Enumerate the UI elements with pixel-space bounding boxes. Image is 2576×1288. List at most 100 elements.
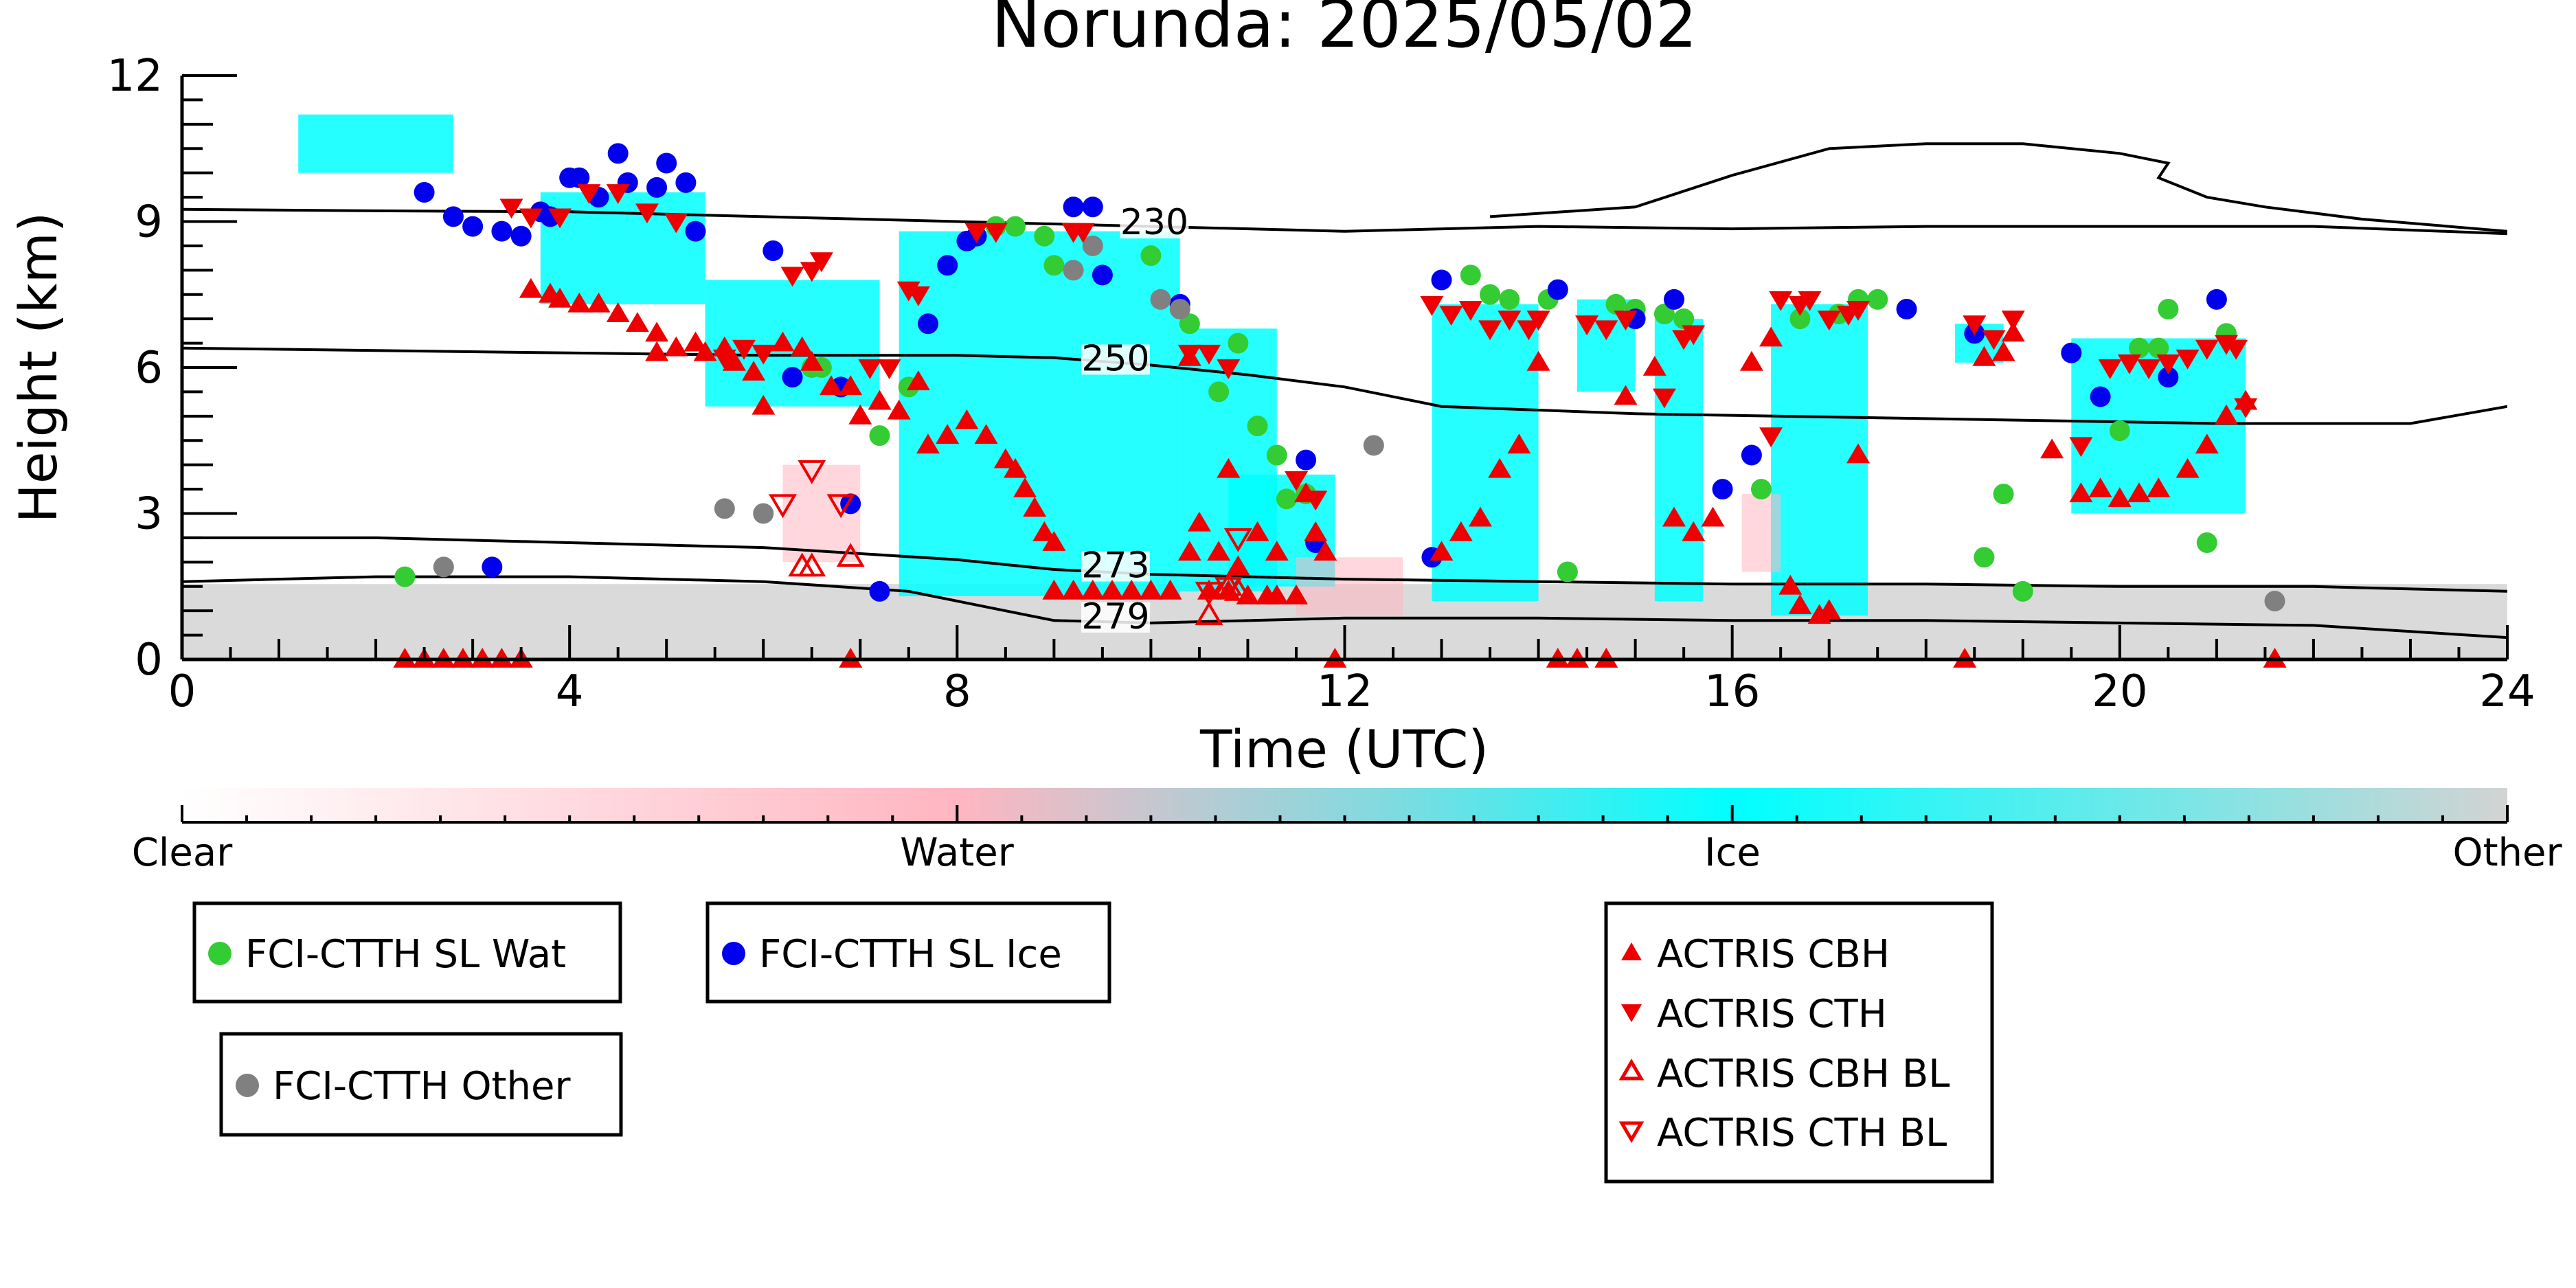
marker-actris-cbh-9	[548, 287, 572, 308]
contour-line-3	[182, 536, 2507, 593]
colorbar-ticks	[181, 805, 2509, 824]
marker-fci-ctth-other-5	[1150, 289, 1171, 310]
marker-actris-cbh-53	[1226, 555, 1250, 576]
marker-fci-ctth-sl-wat-15	[1276, 488, 1297, 510]
marker-actris-cth-48	[2001, 310, 2025, 331]
marker-fci-ctth-sl-ice-43	[2158, 367, 2179, 388]
colorbar-label-water: Water	[900, 831, 1015, 875]
marker-fci-ctth-other-1	[714, 498, 735, 519]
marker-actris-cbh-81	[1701, 506, 1725, 527]
marker-actris-cth-16	[906, 286, 930, 306]
marker-actris-cbh-17	[683, 331, 708, 352]
legend-box-water: FCI-CTTH SL Wat	[192, 901, 622, 1004]
marker-actris-cth-18	[984, 223, 1008, 243]
marker-actris-cbh-25	[800, 350, 824, 371]
colorbar-label-clear: Clear	[132, 831, 233, 875]
marker-actris-cbh-13	[625, 312, 649, 332]
marker-actris-cth-1	[519, 208, 543, 229]
contour-label-250: 250	[1081, 338, 1149, 379]
marker-actris-cth-20	[1071, 223, 1095, 243]
marker-actris-cth-8	[732, 339, 756, 360]
marker-fci-ctth-other-8	[2264, 591, 2285, 611]
cloud-mask-region-12	[298, 114, 453, 173]
contour-label-bg-3	[1081, 551, 1150, 582]
marker-actris-cbh-30	[868, 389, 892, 410]
marker-actris-cth-54	[2176, 349, 2200, 370]
marker-fci-ctth-sl-ice-22	[918, 313, 939, 335]
marker-fci-ctth-sl-wat-8	[1043, 255, 1065, 276]
marker-actris-cbh-97	[2127, 482, 2151, 503]
marker-fci-ctth-other-3	[1063, 260, 1084, 281]
colorbar-label-other: Other	[2452, 831, 2562, 875]
marker-actris-cbh-76	[1594, 648, 1618, 668]
marker-fci-ctth-sl-ice-36	[1664, 289, 1685, 310]
marker-actris-cth-bl-3	[1195, 581, 1223, 606]
marker-actris-cbh-47	[1120, 579, 1144, 600]
y-tick-label-3: 3	[135, 489, 163, 540]
marker-fci-ctth-sl-wat-32	[1993, 484, 2014, 505]
marker-fci-ctth-sl-wat-22	[1605, 293, 1627, 315]
marker-fci-ctth-other-6	[1169, 299, 1190, 319]
legend-label-ice: FCI-CTTH SL Ice	[759, 932, 1062, 977]
marker-actris-cth-bl-2	[826, 494, 855, 519]
colorbar: Clear Water Ice Other	[132, 788, 2562, 875]
marker-actris-cbh-100	[2195, 433, 2219, 454]
marker-actris-cbh-34	[936, 424, 960, 444]
contour-line-1	[1489, 142, 2507, 233]
marker-fci-ctth-sl-wat-14	[1266, 444, 1287, 466]
marker-actris-cth-12	[809, 252, 833, 273]
marker-fci-ctth-sl-wat-31	[1974, 547, 1995, 568]
marker-actris-cbh-85	[1788, 594, 1812, 614]
marker-actris-cbh-20	[722, 350, 746, 371]
y-tick-label-6: 6	[135, 343, 163, 394]
marker-fci-ctth-sl-wat-38	[2196, 532, 2217, 553]
marker-fci-ctth-sl-ice-42	[2090, 386, 2111, 407]
marker-actris-cbh-14	[645, 321, 669, 342]
marker-actris-cth-38	[1682, 325, 1706, 346]
legend-label-cbh-bl: ACTRIS CBH BL	[1657, 1052, 1950, 1096]
legend-label-wat: FCI-CTTH SL Wat	[245, 932, 566, 977]
marker-actris-cbh-48	[1139, 579, 1163, 600]
marker-fci-ctth-other-2	[753, 503, 774, 524]
marker-fci-ctth-sl-wat-34	[2109, 420, 2130, 442]
legend-marker-cbh	[1621, 942, 1642, 960]
marker-actris-cbh-96	[2108, 487, 2132, 508]
marker-fci-ctth-sl-ice-1	[442, 206, 464, 227]
marker-actris-cbh-36	[974, 424, 998, 444]
marker-actris-cth-27	[1439, 306, 1463, 326]
marker-actris-cbh-37	[993, 448, 1017, 468]
marker-fci-ctth-sl-wat-7	[1034, 225, 1055, 247]
cloud-mask-region-8	[1654, 319, 1704, 601]
marker-fci-ctth-sl-wat-27	[1789, 308, 1811, 330]
marker-fci-ctth-sl-wat-18	[1480, 284, 1501, 305]
marker-actris-cbh-11	[587, 292, 611, 313]
y-tick-label-9: 9	[135, 197, 163, 248]
plot-area: 230 250 273 279 0 4 8 12 16 20 24 0 3 6 9 12	[107, 51, 2535, 717]
legend-marker-wat	[208, 942, 231, 965]
marker-actris-cbh-43	[1042, 579, 1066, 600]
marker-actris-cth-49	[2069, 437, 2093, 457]
marker-actris-cbh-93	[2040, 438, 2064, 459]
marker-actris-cbh-99	[2176, 457, 2200, 478]
observation-markers	[393, 143, 2287, 668]
marker-actris-cbh-bl-3	[1195, 601, 1223, 626]
marker-actris-cth-5	[635, 203, 659, 224]
marker-actris-cbh-103	[2263, 648, 2287, 668]
cloud-mask-region-3	[899, 231, 1180, 596]
marker-actris-cbh-27	[839, 375, 863, 396]
axes: 0 4 8 12 16 20 24 0 3 6 9 12	[107, 51, 2535, 717]
marker-fci-ctth-sl-wat-6	[1004, 216, 1026, 237]
marker-actris-cbh-88	[1846, 443, 1870, 464]
marker-actris-cbh-72	[1507, 433, 1531, 454]
marker-actris-cbh-7	[519, 278, 543, 298]
marker-actris-cth-7	[712, 349, 736, 370]
marker-actris-cbh-38	[1004, 457, 1027, 478]
marker-fci-ctth-sl-wat-12	[1228, 332, 1249, 354]
marker-actris-cbh-52	[1207, 541, 1231, 561]
marker-actris-cth-bl-5	[1223, 528, 1252, 552]
marker-actris-cbh-50	[1177, 541, 1201, 561]
marker-fci-ctth-sl-wat-24	[1653, 304, 1675, 325]
marker-actris-cbh-12	[606, 302, 630, 322]
marker-actris-cbh-78	[1642, 356, 1667, 376]
marker-actris-cth-30	[1498, 310, 1522, 331]
